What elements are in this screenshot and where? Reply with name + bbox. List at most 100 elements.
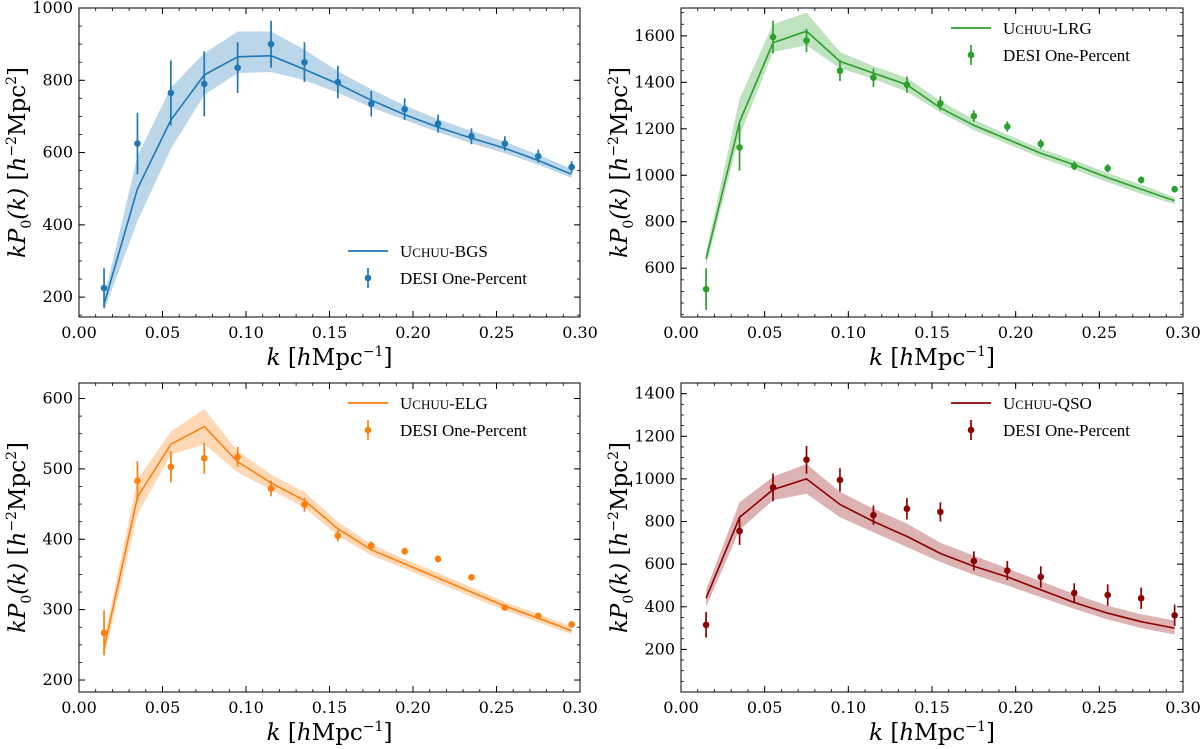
x-tick-label: 0.30 (1165, 323, 1200, 342)
data-point (267, 485, 275, 492)
data-point (200, 455, 208, 462)
x-tick-label: 0.30 (562, 698, 598, 717)
data-point (1171, 185, 1178, 193)
y-tick-label: 200 (42, 287, 73, 306)
legend: UCHUU-LRG DESI One-Percent (951, 19, 1130, 65)
data-point (803, 37, 810, 44)
x-tick-label: 0.15 (312, 698, 348, 717)
x-tick-label: 0.05 (145, 323, 181, 342)
data-point (234, 453, 241, 461)
data-point (568, 163, 575, 171)
y-tick-label: 1200 (634, 426, 675, 445)
y-axis-label: kP0(k) [h−2Mpc2] (606, 442, 637, 633)
legend: UCHUU-BGS DESI One-Percent (348, 242, 527, 288)
x-tick-label: 0.15 (914, 323, 950, 342)
data-point (1104, 165, 1111, 172)
data-point (568, 621, 575, 628)
data-point (167, 463, 175, 471)
x-tick-label: 0.10 (228, 323, 264, 342)
x-tick-label: 0.25 (479, 698, 515, 717)
y-tick-label: 1400 (634, 72, 675, 91)
panel-bottom-left: 0.00 0.05 0.10 0.15 0.20 0.25 0.30 200 300 400 500… (4, 382, 598, 746)
x-tick-label: 0.15 (312, 323, 348, 342)
panel-bottom-right: 0.00 0.05 0.10 0.15 0.20 0.25 0.30 200 400 600 800… (606, 382, 1200, 746)
x-tick-label: 0.30 (1165, 698, 1200, 717)
y-tick-label: 600 (42, 388, 73, 407)
model-line (103, 425, 572, 649)
x-tick-label: 0.20 (395, 698, 431, 717)
data-point (1104, 591, 1111, 599)
data-point (434, 120, 442, 127)
data-point (301, 501, 308, 509)
legend-model-label: UCHUU-ELG (400, 394, 488, 413)
data-point (736, 144, 743, 151)
data-point (1070, 589, 1078, 597)
data-point (501, 140, 509, 147)
y-tick-label: 1000 (634, 469, 675, 488)
data-point (468, 573, 475, 581)
x-tick-label: 0.05 (145, 698, 181, 717)
x-tick-label: 0.10 (831, 698, 867, 717)
legend-marker-swatch (967, 51, 975, 59)
y-tick-label: 800 (644, 512, 675, 531)
x-axis-label: k [hMpc−1] (869, 344, 995, 371)
y-axis-label: kP0(k) [h−2Mpc2] (4, 442, 35, 633)
y-tick-label: 400 (42, 529, 73, 548)
y-tick-label: 1000 (32, 0, 73, 17)
data-point (367, 542, 375, 549)
x-tick-label: 0.00 (663, 698, 699, 717)
x-axis-label: k [hMpc−1] (869, 719, 995, 746)
x-tick-label: 0.00 (61, 323, 97, 342)
y-tick-label: 600 (42, 143, 73, 162)
data-point (100, 629, 108, 637)
data-point (736, 527, 743, 535)
y-tick-label: 400 (644, 597, 675, 616)
data-point (334, 78, 342, 86)
data-point (134, 140, 141, 147)
data-point (769, 484, 777, 491)
legend-model-label: UCHUU-LRG (1003, 19, 1092, 38)
y-tick-label: 1000 (634, 165, 675, 184)
data-point (100, 284, 108, 292)
x-tick-label: 0.20 (998, 698, 1034, 717)
y-tick-label: 1200 (634, 119, 675, 138)
y-tick-label: 500 (42, 459, 73, 478)
x-tick-label: 0.00 (663, 323, 699, 342)
data-point (334, 532, 342, 540)
legend-marker-swatch (364, 274, 372, 282)
y-tick-label: 800 (42, 70, 73, 89)
data-point (1004, 567, 1011, 574)
data-point (1137, 594, 1145, 602)
data-point (937, 99, 944, 107)
x-tick-label: 0.25 (479, 323, 515, 342)
legend-data-label: DESI One-Percent (400, 421, 527, 440)
data-point (1171, 611, 1178, 619)
model-line (705, 478, 1175, 629)
data-point (970, 557, 978, 565)
x-tick-label: 0.15 (914, 698, 950, 717)
y-axis-label: kP0(k) [h−2Mpc2] (606, 67, 637, 258)
data-point (769, 33, 777, 41)
data-point (836, 67, 844, 75)
y-tick-label: 200 (644, 639, 675, 658)
data-point (534, 612, 542, 620)
x-tick-label: 0.05 (747, 698, 783, 717)
model-band (706, 464, 1175, 635)
legend-marker-swatch (364, 426, 372, 434)
panel-top-left: 0.00 0.05 0.10 0.15 0.20 0.25 0.30 200 400 600 800… (4, 0, 598, 371)
y-tick-label: 300 (42, 600, 73, 619)
data-point (401, 105, 408, 113)
data-point (1137, 176, 1145, 184)
data-point (301, 58, 308, 66)
y-tick-label: 600 (644, 554, 675, 573)
x-axis-label: k [hMpc−1] (267, 719, 393, 746)
x-tick-label: 0.25 (1082, 698, 1118, 717)
data-point (870, 511, 877, 519)
data-point (1004, 123, 1011, 130)
y-tick-label: 800 (644, 212, 675, 231)
data-point (1070, 162, 1078, 170)
data-point (903, 81, 911, 88)
y-tick-label: 1400 (634, 384, 675, 403)
legend-data-label: DESI One-Percent (400, 269, 527, 288)
